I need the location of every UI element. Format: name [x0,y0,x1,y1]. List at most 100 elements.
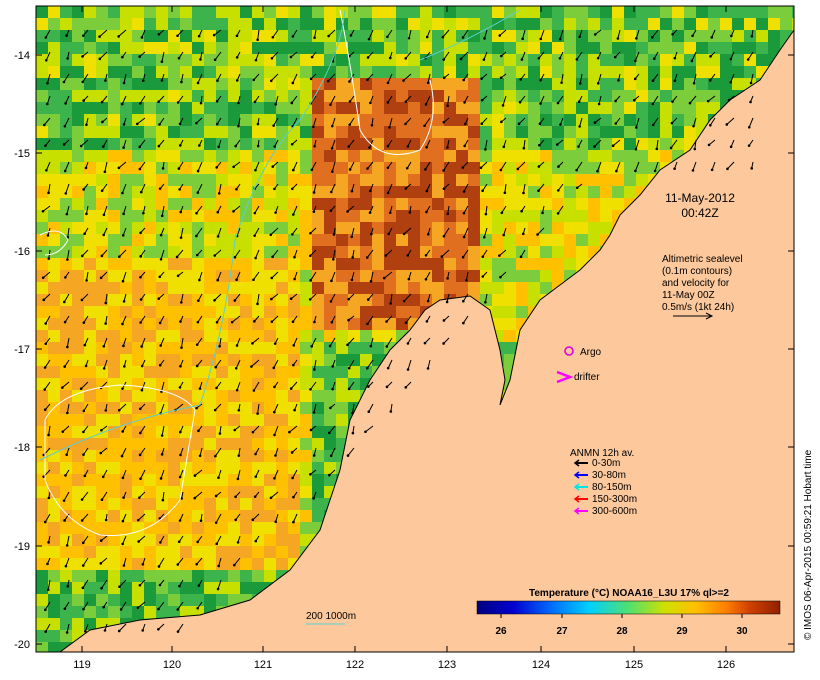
sst-cell [216,558,228,570]
velocity-arrow [141,557,146,566]
sst-cell [444,54,456,66]
velocity-arrow [541,205,545,215]
sst-cell [396,246,408,258]
velocity-arrow [233,425,241,432]
sst-cell [228,462,240,474]
sst-cell [252,522,264,534]
sst-cell [204,294,216,306]
sst-cell [36,618,48,630]
sst-cell [588,102,600,114]
sst-cell [468,234,480,246]
sst-cell [360,126,372,138]
sst-cell [288,330,300,342]
velocity-arrow [61,425,70,433]
sst-cell [120,498,132,510]
sst-cell [576,126,588,138]
sst-cell [36,126,48,138]
velocity-arrow [461,161,469,169]
sst-cell [492,234,504,246]
sst-cell [60,66,72,78]
velocity-arrow [387,227,393,236]
velocity-arrow [423,337,431,345]
velocity-arrow [690,51,697,63]
sst-cell [264,138,276,150]
sst-cell [84,606,96,618]
sst-cell [768,42,780,54]
sst-cell [600,42,612,54]
velocity-arrow [292,491,298,499]
sst-cell [228,594,240,606]
velocity-arrow [157,139,165,148]
sst-cell [276,234,288,246]
sst-cell [96,510,108,522]
sst-cell [264,222,276,234]
sst-cell [204,210,216,222]
sst-cell [156,126,168,138]
sst-cell [180,6,192,18]
sst-cell [528,186,540,198]
sst-cell [576,78,588,90]
sst-cell [72,18,84,30]
sst-cell [408,198,420,210]
sst-cell [132,150,144,162]
sst-cell [384,222,396,234]
sst-cell [336,114,348,126]
sst-cell [288,498,300,510]
sst-cell [540,66,552,78]
sst-cell [372,222,384,234]
velocity-arrow [502,139,507,149]
sst-cell [240,18,252,30]
sst-cell [276,90,288,102]
velocity-arrow [140,337,146,348]
sst-cell [732,30,744,42]
sst-cell [516,78,528,90]
velocity-arrow [671,29,678,36]
sst-cell [264,426,276,438]
sst-cell [444,258,456,270]
sst-cell [336,54,348,66]
sst-cell [72,582,84,594]
velocity-arrow [484,139,488,151]
sst-cell [348,342,360,354]
sst-cell [84,30,96,42]
sst-cell [156,6,168,18]
sst-cell [276,498,288,510]
sst-cell [228,414,240,426]
velocity-arrow [556,205,564,215]
sst-cell [756,42,768,54]
sst-cell [240,138,252,150]
velocity-arrow [291,227,298,236]
velocity-arrow [366,161,374,170]
sst-cell [132,582,144,594]
sst-cell [540,78,552,90]
sst-cell [84,366,96,378]
sst-cell [144,330,156,342]
velocity-arrow [310,337,317,348]
sst-cell [408,222,420,234]
sst-cell [192,246,204,258]
sst-cell [408,306,420,318]
sst-cell [96,390,108,402]
velocity-arrow [385,315,393,323]
sst-cell [396,126,408,138]
sst-cell [672,6,684,18]
sst-cell [84,450,96,462]
velocity-arrow [366,73,374,82]
velocity-arrow [481,183,488,193]
velocity-arrow [137,535,146,543]
sst-cell [132,438,144,450]
sst-cell [624,6,636,18]
velocity-arrow [44,623,51,633]
velocity-arrow [388,205,393,214]
velocity-arrow [121,183,127,195]
sst-cell [144,378,156,390]
sst-cell [180,222,192,234]
sst-cell [444,18,456,30]
velocity-arrow [180,491,184,500]
sst-cell [216,510,228,522]
velocity-arrow [404,95,412,103]
velocity-arrow [330,315,336,324]
sst-cell [180,342,192,354]
sst-cell [588,198,600,210]
sst-cell [276,282,288,294]
